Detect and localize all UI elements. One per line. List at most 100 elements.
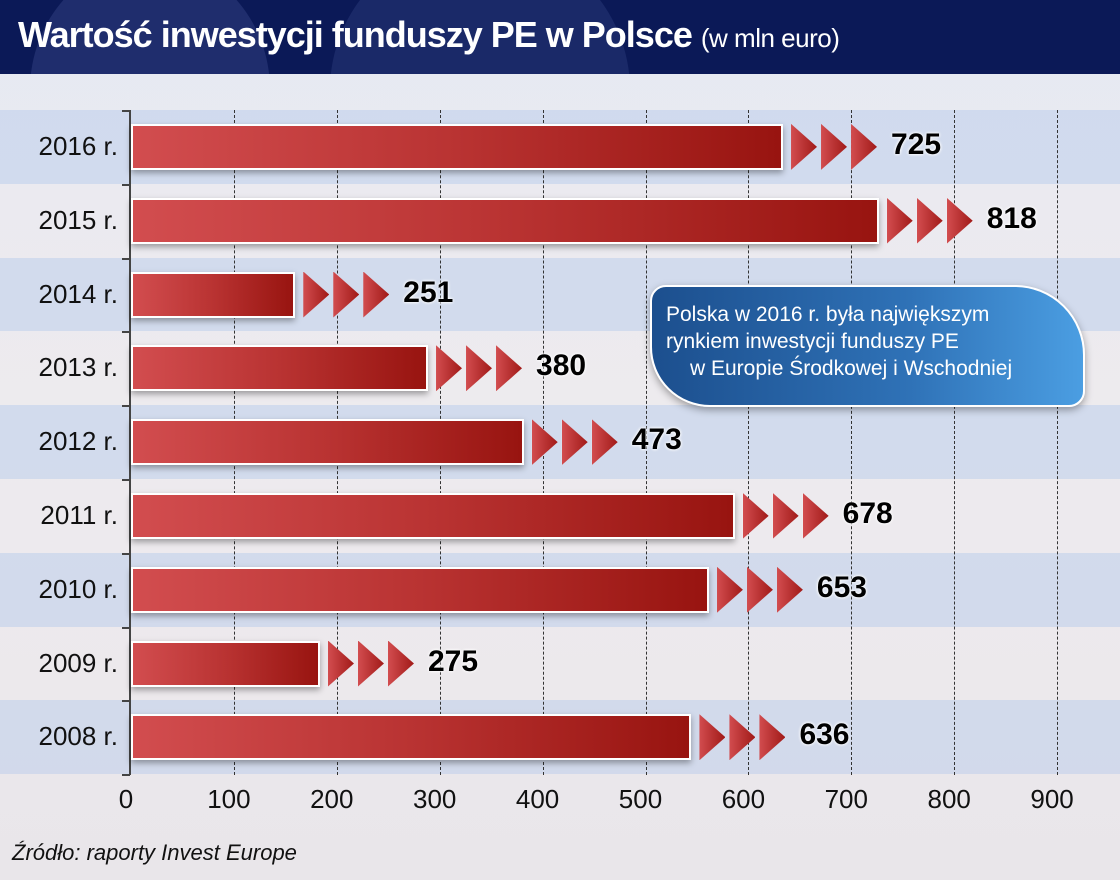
y-category-label: 2016 r. xyxy=(38,130,118,161)
y-tick xyxy=(122,774,130,777)
arrow-icon xyxy=(333,271,360,318)
bar-value-label: 251 xyxy=(403,275,454,309)
bar-value-label: 653 xyxy=(816,570,867,604)
bar-value-label: 473 xyxy=(631,423,682,457)
bar-value-label: 636 xyxy=(799,718,850,752)
arrow-icon xyxy=(759,714,786,761)
bar-arrows xyxy=(886,197,973,244)
arrow-icon xyxy=(886,197,913,244)
arrow-icon xyxy=(436,345,463,392)
bar-arrows xyxy=(791,123,878,170)
arrow-icon xyxy=(531,419,558,466)
bar-arrows xyxy=(531,419,618,466)
y-category-label: 2008 r. xyxy=(38,721,118,752)
arrow-icon xyxy=(946,197,973,244)
y-category-label: 2014 r. xyxy=(38,278,118,309)
x-tick-label: 800 xyxy=(927,784,971,814)
chart-header: Wartość inwestycji funduszy PE w Polsce … xyxy=(0,0,1120,74)
arrow-icon xyxy=(303,271,330,318)
bar-value-label: 725 xyxy=(891,127,942,161)
title-unit: (w mln euro) xyxy=(700,23,840,53)
y-category-label: 2013 r. xyxy=(38,352,118,383)
arrow-icon xyxy=(742,492,769,539)
bar-arrows xyxy=(327,640,414,687)
bar xyxy=(131,640,320,687)
y-tick xyxy=(122,552,130,555)
chart-title: Wartość inwestycji funduszy PE w Polsce … xyxy=(18,14,840,56)
y-tick xyxy=(122,479,130,481)
bar-arrows xyxy=(716,566,803,613)
arrow-icon xyxy=(916,197,943,244)
x-tick-label: 400 xyxy=(515,784,560,814)
arrow-icon xyxy=(591,419,618,466)
arrow-icon xyxy=(772,492,799,539)
x-tick-label: 500 xyxy=(618,784,663,814)
arrow-icon xyxy=(851,123,878,170)
arrow-icon xyxy=(729,714,756,761)
gridline xyxy=(748,110,750,775)
bar xyxy=(131,197,879,244)
gridline xyxy=(851,110,853,775)
arrow-icon xyxy=(699,714,726,761)
arrow-icon xyxy=(363,271,390,318)
x-tick-label: 600 xyxy=(721,784,766,814)
arrow-icon xyxy=(791,123,818,170)
bar xyxy=(131,419,524,466)
bar-value-label: 818 xyxy=(986,201,1037,235)
bar-value-label: 678 xyxy=(842,496,893,530)
y-category-label: 2009 r. xyxy=(38,647,118,678)
y-category-label: 2010 r. xyxy=(38,573,118,604)
arrow-icon xyxy=(387,640,414,687)
arrow-icon xyxy=(357,640,384,687)
arrow-icon xyxy=(496,345,523,392)
y-tick xyxy=(122,183,130,186)
bar-arrows xyxy=(742,492,829,539)
x-tick-label: 200 xyxy=(310,784,354,814)
title-main: Wartość inwestycji funduszy PE w Polsce xyxy=(18,14,693,55)
annotation-callout: Polska w 2016 r. była największym rynkie… xyxy=(650,285,1085,407)
y-category-label: 2015 r. xyxy=(38,204,118,235)
x-tick-label: 300 xyxy=(412,784,457,814)
x-tick-label: 900 xyxy=(1030,784,1074,814)
y-category-label: 2011 r. xyxy=(40,499,118,530)
arrow-icon xyxy=(327,640,354,687)
arrow-icon xyxy=(716,566,743,613)
bar-value-label: 275 xyxy=(427,644,479,678)
y-tick xyxy=(122,331,130,334)
source-note: Źródło: raporty Invest Europe xyxy=(12,840,297,865)
y-axis-line xyxy=(129,110,131,775)
y-tick xyxy=(122,405,130,408)
gridline xyxy=(954,110,956,775)
y-tick xyxy=(122,626,130,629)
y-tick xyxy=(122,257,130,260)
bar xyxy=(131,492,735,539)
x-tick-label: 0 xyxy=(118,784,134,814)
callout-line: Polska w 2016 r. była największym xyxy=(666,303,990,326)
header-decoration xyxy=(330,0,630,74)
bar-arrows xyxy=(436,345,523,392)
arrow-icon xyxy=(466,345,493,392)
bar-arrows xyxy=(699,714,786,761)
header-decoration xyxy=(30,0,270,74)
arrow-icon xyxy=(821,123,848,170)
bar xyxy=(131,714,692,761)
bar-arrows xyxy=(303,271,390,318)
bar xyxy=(131,123,784,170)
arrow-icon xyxy=(561,419,588,466)
y-category-label: 2012 r. xyxy=(38,426,118,457)
x-tick-label: 700 xyxy=(824,784,868,814)
y-tick xyxy=(122,110,130,112)
arrow-icon xyxy=(746,566,773,613)
callout-line: w Europie Środkowej i Wschodniej xyxy=(690,357,1013,380)
gridline xyxy=(645,110,647,775)
arrow-icon xyxy=(802,492,829,539)
callout-line: rynkiem inwestycji funduszy PE xyxy=(666,330,959,353)
gridline xyxy=(1057,110,1059,775)
arrow-icon xyxy=(776,566,803,613)
bar xyxy=(131,271,296,318)
bar xyxy=(131,345,429,392)
bar-value-label: 380 xyxy=(536,349,587,383)
y-tick xyxy=(122,700,130,703)
x-tick-label: 100 xyxy=(207,784,251,814)
